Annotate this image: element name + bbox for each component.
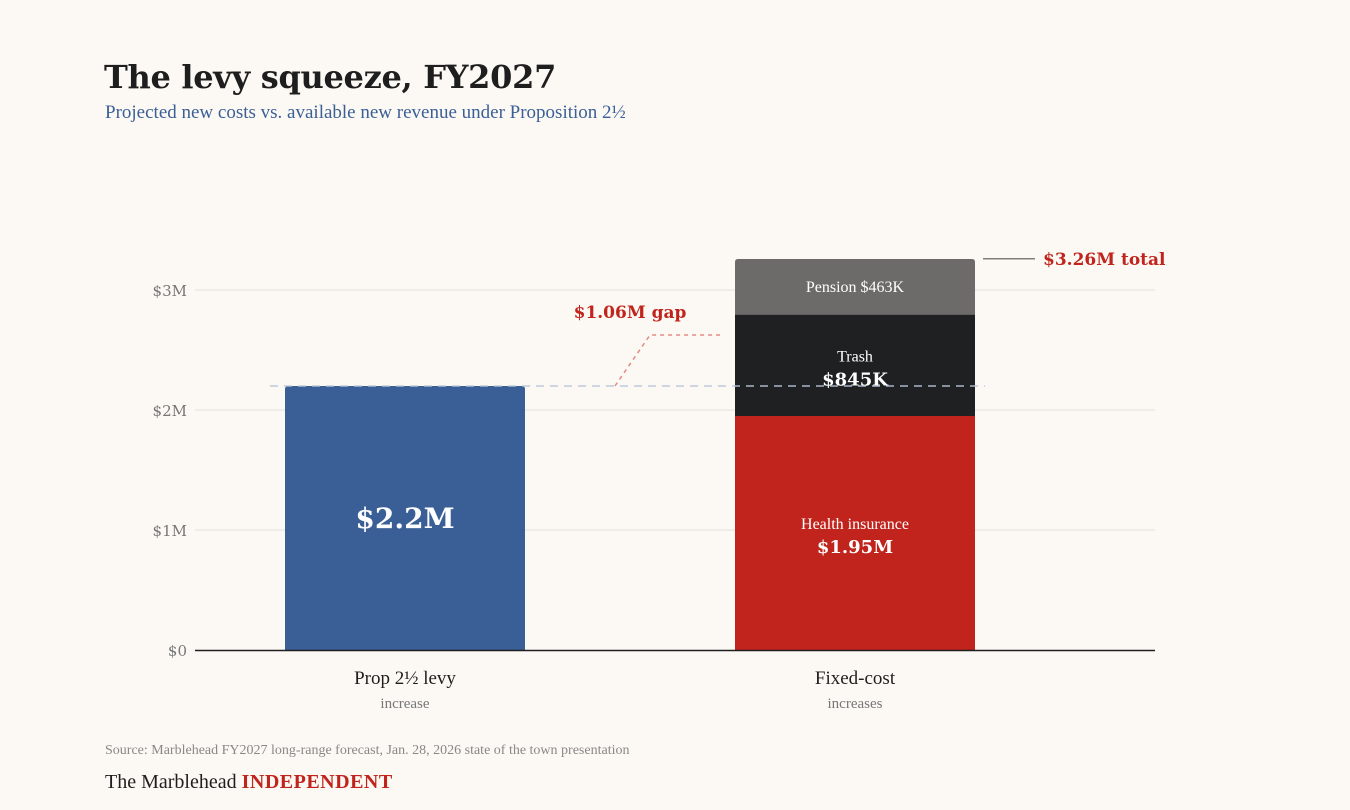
bar-segment-levy-increase — [285, 386, 525, 650]
x-category-label: Fixed-cost — [815, 668, 896, 689]
total-annotation: $3.26M total — [1043, 250, 1166, 270]
x-category-sublabel: increase — [380, 696, 429, 712]
y-axis-ticks: $0 $1M $2M $3M — [153, 282, 187, 660]
y-tick-label: $3M — [153, 282, 187, 300]
segment-value-label: $1.95M — [817, 537, 893, 558]
y-tick-label: $0 — [168, 642, 187, 660]
x-axis-labels: Prop 2½ levy increase Fixed-cost increases — [354, 668, 896, 712]
publication-brand: The Marblehead INDEPENDENT — [105, 771, 393, 794]
gap-annotation: $1.06M gap — [574, 303, 687, 323]
brand-prefix: The Marblehead — [105, 771, 237, 793]
x-category-label: Prop 2½ levy — [354, 668, 456, 689]
bar-segment-trash — [735, 314, 975, 416]
bar-segment-health-insurance — [735, 416, 975, 650]
source-note: Source: Marblehead FY2027 long-range for… — [105, 743, 630, 758]
bar-segment-pension — [735, 259, 975, 315]
segment-name-label: Trash — [837, 348, 873, 365]
brand-accent: INDEPENDENT — [241, 771, 393, 793]
chart-subtitle: Projected new costs vs. available new re… — [105, 102, 626, 123]
segment-name-label: Pension $463K — [806, 279, 905, 296]
y-tick-label: $2M — [153, 402, 187, 420]
bars: $2.2M Health insurance $1.95M Trash $845K Pen… — [195, 259, 1155, 652]
x-category-sublabel: increases — [828, 696, 883, 712]
y-tick-label: $1M — [153, 522, 187, 540]
segment-value-label: $845K — [822, 369, 889, 390]
gap-leader-line — [614, 334, 720, 387]
chart-title: The levy squeeze, FY2027 — [104, 58, 557, 96]
segment-name-label: Health insurance — [801, 516, 909, 533]
annotations: $1.06M gap $3.26M total — [270, 250, 1166, 387]
bar-value-label: $2.2M — [355, 502, 454, 535]
